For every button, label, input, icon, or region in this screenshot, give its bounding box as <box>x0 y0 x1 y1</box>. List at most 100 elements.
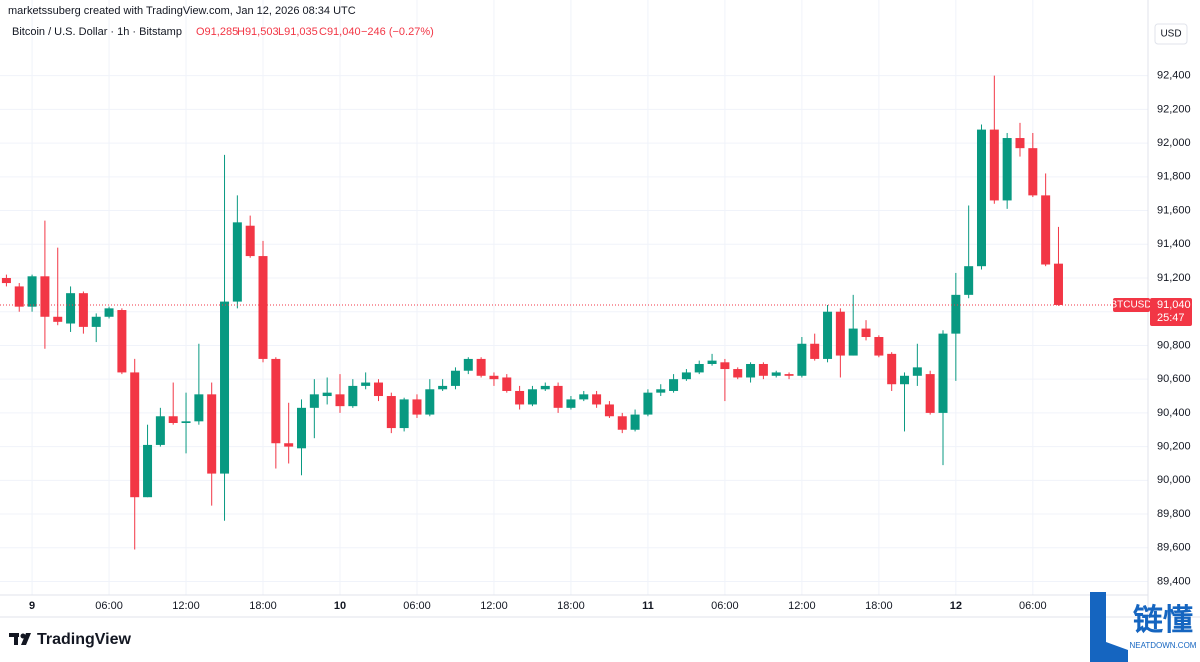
candle-body <box>373 382 383 397</box>
candle-body <box>386 396 396 429</box>
candle-body <box>925 374 935 413</box>
candle-body <box>322 392 332 397</box>
candle-body <box>720 362 730 370</box>
candle-body <box>489 375 499 380</box>
candle-body <box>515 390 525 405</box>
candle-body <box>989 129 999 201</box>
ticker-box <box>1113 297 1150 312</box>
x-tick-label: 12:00 <box>172 600 200 612</box>
candle-body <box>117 310 127 373</box>
candle-body <box>810 343 820 359</box>
candle-body <box>733 369 743 378</box>
candle-body <box>168 416 178 424</box>
candle-body <box>694 363 704 373</box>
candle-body <box>143 444 153 498</box>
candle-body <box>758 363 768 376</box>
y-tick-label: 90,600 <box>1157 373 1191 385</box>
x-tick-label: 06:00 <box>95 600 123 612</box>
candle-body <box>835 311 845 356</box>
watermark-icon <box>1090 592 1128 662</box>
candle-body <box>604 404 614 417</box>
candle-body <box>181 421 191 424</box>
x-tick-label: 18:00 <box>865 600 893 612</box>
candle-body <box>976 129 986 267</box>
x-tick-label: 18:00 <box>557 600 585 612</box>
ohlc-label: H91,503 <box>237 26 279 38</box>
y-tick-label: 89,600 <box>1157 542 1191 554</box>
candle-body <box>66 293 76 324</box>
candle-body <box>40 276 50 317</box>
candle-body <box>1028 148 1038 196</box>
candle-body <box>309 394 319 408</box>
symbol: Bitcoin / U.S. Dollar · 1h · Bitstamp <box>12 26 182 38</box>
candles <box>1 75 1063 550</box>
candle-body <box>53 316 63 322</box>
candle-body <box>245 225 255 257</box>
candle-body <box>912 367 922 376</box>
y-tick-label: 90,400 <box>1157 407 1191 419</box>
y-tick-label: 90,200 <box>1157 441 1191 453</box>
countdown: 25:47 <box>1157 312 1185 324</box>
x-tick-label: 06:00 <box>1019 600 1047 612</box>
candle-body <box>566 399 576 408</box>
candle-body <box>232 222 242 302</box>
y-tick-label: 90,800 <box>1157 339 1191 351</box>
candle-body <box>771 372 781 376</box>
candle-body <box>104 308 114 317</box>
y-tick-label: 92,200 <box>1157 103 1191 115</box>
candle-body <box>14 286 24 307</box>
y-tick-label: 92,400 <box>1157 70 1191 82</box>
candle-body <box>1041 195 1051 265</box>
candle-body <box>412 399 422 415</box>
candle-body <box>887 353 897 385</box>
candle-body <box>399 399 409 429</box>
y-tick-label: 91,200 <box>1157 272 1191 284</box>
candle-body <box>938 333 948 413</box>
candle-body <box>78 293 88 327</box>
watermark-l <box>1090 592 1128 662</box>
logo-text: TradingView <box>37 631 132 648</box>
candle-body <box>155 416 165 445</box>
candle-body <box>656 389 666 393</box>
candle-body <box>450 370 460 386</box>
y-tick-label: 91,800 <box>1157 171 1191 183</box>
candle-body <box>579 394 589 400</box>
candle-body <box>1 277 11 284</box>
candle-body <box>874 337 884 356</box>
candle-body <box>951 294 961 334</box>
grid <box>0 0 1148 595</box>
ticker: BTCUSD <box>1110 300 1151 311</box>
candle-body <box>207 394 217 474</box>
y-tick-label: 90,000 <box>1157 474 1191 486</box>
candle-body <box>630 414 640 430</box>
logo-slash <box>21 633 31 645</box>
candle-body <box>797 343 807 376</box>
candle-body <box>964 266 974 295</box>
ohlc-label: L91,035 <box>278 26 318 38</box>
x-tick-label: 10 <box>334 600 346 612</box>
candle-body <box>27 276 37 307</box>
candle-body <box>297 407 307 449</box>
candle-body <box>1015 138 1025 149</box>
candle-body <box>284 443 294 447</box>
candle-body <box>592 394 602 405</box>
x-tick-label: 12:00 <box>480 600 508 612</box>
currency-box[interactable] <box>1154 23 1188 45</box>
candle-body <box>643 392 653 415</box>
currency[interactable]: USD <box>1160 29 1181 40</box>
y-tick-label: 92,000 <box>1157 137 1191 149</box>
x-tick-label: 9 <box>29 600 35 612</box>
candle-body <box>476 358 486 376</box>
candle-body <box>335 394 345 407</box>
last-price: 91,040 <box>1157 299 1191 311</box>
x-tick-label: 06:00 <box>711 600 739 612</box>
candle-body <box>1053 263 1063 305</box>
candle-body <box>823 311 833 359</box>
candle-body <box>617 416 627 430</box>
y-tick-label: 91,600 <box>1157 204 1191 216</box>
candle-body <box>527 389 537 405</box>
ohlc-label: O91,285 <box>196 26 238 38</box>
y-tick-label: 89,400 <box>1157 575 1191 587</box>
